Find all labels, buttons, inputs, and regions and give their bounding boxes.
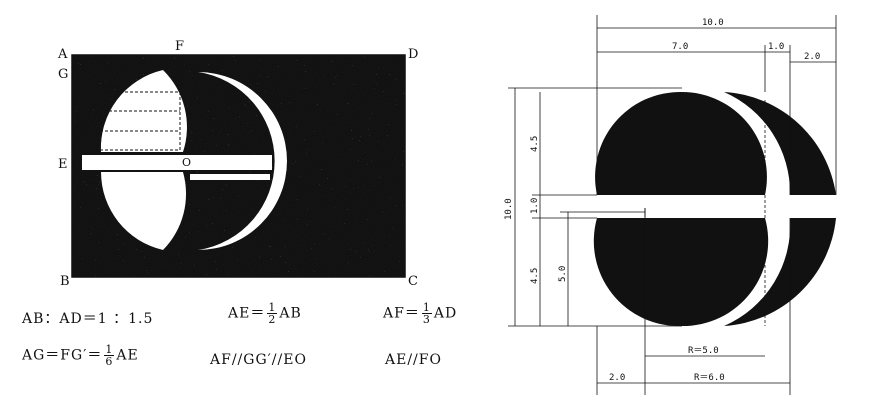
dim-bottom-left: 2.0 bbox=[609, 373, 625, 383]
formula-parallel-2: AE//FO bbox=[385, 352, 442, 368]
formula-af: AF＝ 1 3 AD bbox=[383, 301, 458, 326]
point-label-g: G bbox=[58, 67, 68, 82]
dim-left-inner: 5.0 bbox=[558, 266, 568, 282]
point-label-o: O bbox=[182, 156, 191, 169]
dim-top-total: 10.0 bbox=[702, 18, 724, 28]
point-label-a: A bbox=[57, 47, 68, 62]
point-label-d: D bbox=[408, 47, 418, 62]
dim-top-right: 2.0 bbox=[804, 52, 820, 62]
dim-left-lower: 4.5 bbox=[530, 268, 540, 284]
formula-ae: AE＝ 1 2 AB bbox=[228, 301, 302, 326]
dim-top-left: 7.0 bbox=[672, 42, 688, 52]
dim-radius-inner: R＝5.0 bbox=[688, 346, 719, 356]
formula-ag: AG＝FG′＝ 1 6 AE bbox=[22, 343, 139, 368]
point-label-e: E bbox=[58, 157, 68, 172]
construction-lines bbox=[100, 58, 181, 151]
point-label-b: B bbox=[60, 274, 70, 289]
formula-parallel-1: AF//GG′//EO bbox=[210, 352, 307, 368]
formula-ratio: AB：AD＝1 ：1.5 bbox=[22, 311, 154, 327]
dim-radius-outer: R＝6.0 bbox=[694, 373, 725, 383]
emblem bbox=[593, 91, 836, 327]
point-label-c: C bbox=[408, 274, 418, 289]
dim-left-gap: 1.0 bbox=[530, 198, 540, 214]
dimension-lines bbox=[508, 15, 837, 395]
point-label-f: F bbox=[175, 39, 184, 54]
dim-left-total: 10.0 bbox=[504, 198, 514, 220]
construction-diagram: A F D G E O B C bbox=[57, 39, 418, 289]
dim-top-mid: 1.0 bbox=[768, 42, 784, 52]
dim-left-upper: 4.5 bbox=[530, 136, 540, 152]
